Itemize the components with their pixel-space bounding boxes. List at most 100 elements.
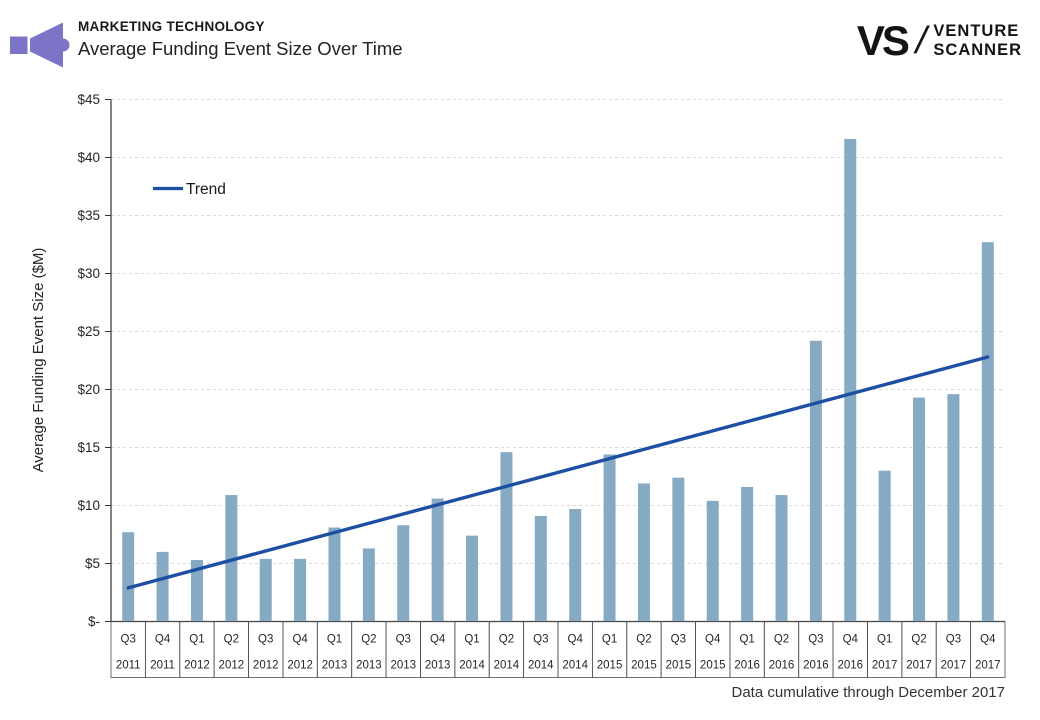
x-label-quarter: Q2: [224, 634, 239, 646]
bar: [844, 138, 857, 622]
x-label-quarter: Q1: [464, 634, 479, 646]
y-tick-label: $45: [77, 92, 100, 107]
x-label-year: 2014: [494, 660, 520, 672]
x-label-year: 2011: [116, 660, 141, 672]
x-label-quarter: Q2: [636, 634, 651, 646]
x-label-quarter: Q2: [774, 634, 789, 646]
x-label-year: 2017: [906, 660, 932, 672]
bar: [706, 500, 719, 622]
y-axis-title: Average Funding Event Size ($M): [30, 248, 47, 473]
y-tick-label: $15: [77, 440, 100, 455]
bar: [259, 558, 272, 622]
x-label-year: 2017: [975, 660, 1001, 672]
x-label-year: 2016: [769, 660, 795, 672]
bar: [328, 527, 341, 622]
x-label-quarter: Q3: [808, 634, 823, 646]
bar: [190, 560, 203, 622]
bar: [569, 508, 582, 622]
bar: [431, 498, 444, 622]
x-label-quarter: Q4: [292, 634, 308, 646]
page-title: Average Funding Event Size Over Time: [78, 38, 403, 59]
x-label-year: 2012: [184, 660, 210, 672]
x-label-quarter: Q1: [602, 634, 617, 646]
x-label-year: 2014: [562, 660, 588, 672]
y-tick-label: $20: [77, 382, 100, 397]
bar: [122, 532, 135, 622]
bar: [156, 551, 169, 622]
bar: [637, 483, 650, 622]
bar: [809, 340, 822, 622]
x-label-quarter: Q1: [327, 634, 342, 646]
footer-note: Data cumulative through December 2017: [731, 684, 1006, 701]
x-label-quarter: Q3: [946, 634, 961, 646]
bar: [294, 558, 307, 622]
x-label-quarter: Q4: [980, 634, 996, 646]
x-label-cell: [970, 621, 1006, 678]
x-label-year: 2013: [390, 660, 416, 672]
x-label-quarter: Q3: [533, 634, 548, 646]
x-label-year: 2015: [666, 660, 692, 672]
category-kicker: MARKETING TECHNOLOGY: [78, 19, 265, 34]
x-label-year: 2014: [459, 660, 485, 672]
x-label-year: 2013: [322, 660, 348, 672]
x-label-quarter: Q3: [396, 634, 411, 646]
bar: [225, 495, 238, 622]
venture-scanner-logo: VS / VENTURE SCANNER: [856, 17, 1022, 64]
bar: [466, 535, 479, 622]
trend-line: [126, 355, 990, 590]
y-tick-label: $30: [77, 266, 100, 281]
logo-word-scanner: SCANNER: [933, 41, 1022, 59]
x-label-quarter: Q4: [843, 634, 859, 646]
x-label-quarter: Q3: [121, 634, 136, 646]
y-tick-label: $-: [88, 614, 100, 629]
y-tick-label: $35: [77, 208, 100, 223]
bar: [534, 515, 547, 622]
bar: [947, 394, 960, 622]
bar: [741, 486, 754, 622]
logo-word-venture: VENTURE: [933, 21, 1020, 40]
bar: [913, 397, 926, 622]
y-tick-label: $25: [77, 324, 100, 339]
x-label-year: 2016: [734, 660, 760, 672]
x-label-quarter: Q1: [739, 634, 754, 646]
x-label-year: 2015: [597, 660, 623, 672]
x-label-quarter: Q2: [911, 634, 926, 646]
megaphone-icon-shapes: [10, 22, 70, 68]
legend-label: Trend: [186, 181, 226, 198]
x-label-quarter: Q4: [568, 634, 584, 646]
x-label-quarter: Q3: [671, 634, 686, 646]
x-label-year: 2017: [872, 660, 898, 672]
y-tick-label: $40: [77, 150, 100, 165]
logo-wordmark: VENTURE SCANNER: [933, 22, 1022, 61]
x-label-quarter: Q3: [258, 634, 273, 646]
x-label-quarter: Q1: [877, 634, 892, 646]
x-label-year: 2014: [528, 660, 554, 672]
bar: [362, 548, 375, 622]
y-tick-label: $5: [85, 556, 100, 571]
x-label-quarter: Q2: [499, 634, 514, 646]
x-label-year: 2015: [700, 660, 726, 672]
bar: [981, 242, 994, 622]
megaphone-icon: [10, 22, 70, 68]
x-label-quarter: Q4: [155, 634, 171, 646]
x-label-quarter: Q4: [430, 634, 446, 646]
x-label-year: 2011: [150, 660, 175, 672]
bar: [603, 454, 616, 622]
x-label-year: 2016: [803, 660, 829, 672]
logo-monogram: VS: [856, 17, 910, 64]
x-label-quarter: Q2: [361, 634, 376, 646]
bar: [397, 525, 410, 622]
x-label-year: 2016: [837, 660, 863, 672]
x-label-year: 2012: [287, 660, 313, 672]
x-label-year: 2013: [356, 660, 382, 672]
bar: [500, 452, 513, 622]
x-label-year: 2012: [253, 660, 279, 672]
bar: [775, 495, 788, 622]
y-tick-label: $10: [77, 498, 100, 513]
x-label-year: 2015: [631, 660, 657, 672]
bar: [878, 470, 891, 622]
x-label-year: 2012: [219, 660, 245, 672]
bar: [672, 477, 685, 622]
